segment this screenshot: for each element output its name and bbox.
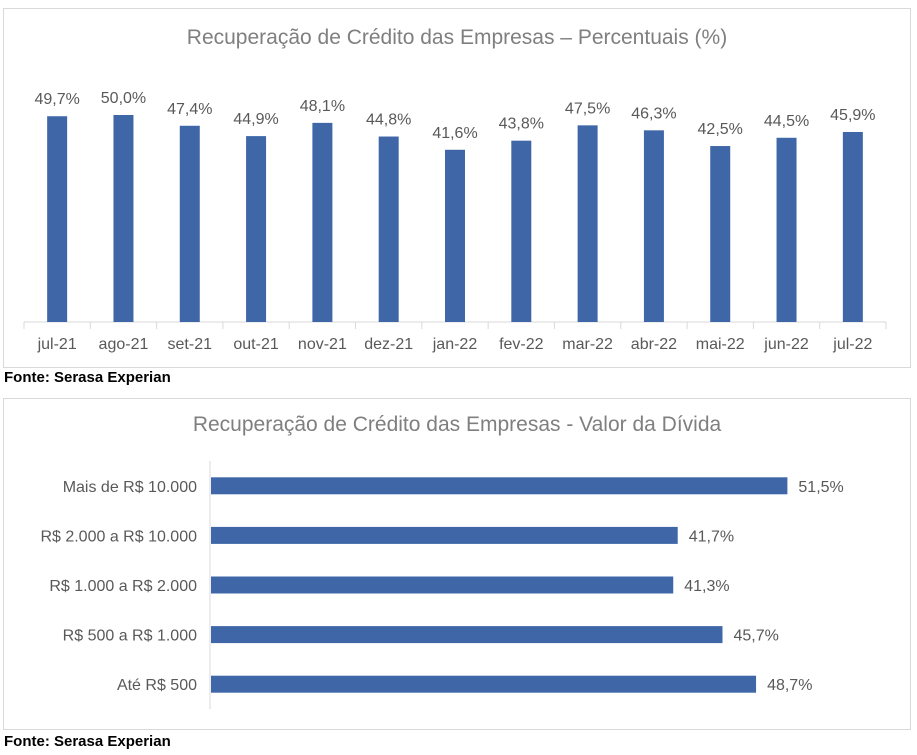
chart-title: Recuperação de Crédito das Empresas - Va… <box>192 413 722 436</box>
data-label: 45,7% <box>733 628 778 645</box>
bar <box>246 136 267 322</box>
x-tick-label: nov-21 <box>298 336 347 353</box>
horizontal-bar-chart-panel: Recuperação de Crédito das Empresas - Va… <box>3 398 911 730</box>
data-label: 44,5% <box>764 113 809 130</box>
x-tick-label: set-21 <box>168 336 213 353</box>
vertical-bar-chart-panel: Recuperação de Crédito das Empresas – Pe… <box>3 8 911 368</box>
chart-title: Recuperação de Crédito das Empresas – Pe… <box>186 26 728 49</box>
y-tick-label: Mais de R$ 10.000 <box>63 479 197 496</box>
x-tick-label: ago-21 <box>99 336 149 353</box>
bar <box>211 477 788 495</box>
bar <box>211 626 723 644</box>
data-label: 41,6% <box>432 125 477 142</box>
bar <box>577 125 598 322</box>
bar <box>776 137 797 322</box>
data-label: 46,3% <box>631 105 676 122</box>
x-tick-label: dez-21 <box>364 336 413 353</box>
data-label: 47,5% <box>565 100 610 117</box>
bar <box>445 149 465 322</box>
bar <box>211 576 674 594</box>
bar <box>211 526 678 544</box>
percent-bar-chart: 49,7% jul-21 50,0% ago-21 47,4% set-21 44,9% ou… <box>23 90 887 353</box>
data-label: 48,1% <box>300 98 345 115</box>
bar <box>211 675 757 693</box>
data-label: 45,9% <box>830 107 875 124</box>
bar <box>312 122 333 322</box>
data-label: 44,8% <box>366 112 411 129</box>
data-label: 50,0% <box>101 90 146 107</box>
data-label: 41,3% <box>684 578 729 595</box>
data-label: 49,7% <box>34 91 79 108</box>
bar <box>113 115 134 322</box>
data-label: 42,5% <box>698 121 743 138</box>
bar <box>378 136 399 322</box>
data-label: 47,4% <box>167 101 212 118</box>
source-note: Fonte: Serasa Experian <box>4 369 171 386</box>
x-tick-label: mar-22 <box>562 336 613 353</box>
x-tick-label: out-21 <box>233 336 278 353</box>
bar <box>710 146 731 322</box>
y-tick-label: R$ 2.000 a R$ 10.000 <box>40 528 197 545</box>
y-tick-label: Até R$ 500 <box>117 677 197 694</box>
data-label: 43,8% <box>499 116 544 133</box>
bar <box>511 140 532 322</box>
data-label: 51,5% <box>798 479 843 496</box>
data-label: 41,7% <box>689 528 734 545</box>
source-note: Fonte: Serasa Experian <box>4 733 171 750</box>
y-tick-label: R$ 500 a R$ 1.000 <box>63 628 197 645</box>
x-tick-label: fev-22 <box>499 336 544 353</box>
x-tick-label: jul-21 <box>37 336 77 353</box>
x-tick-label: mai-22 <box>696 336 745 353</box>
bar <box>179 125 200 322</box>
x-tick-label: jun-22 <box>763 336 809 353</box>
x-tick-label: jul-22 <box>832 336 872 353</box>
data-label: 48,7% <box>767 677 812 694</box>
x-tick-label: jan-22 <box>432 336 478 353</box>
bar <box>47 116 68 322</box>
bar <box>643 130 664 322</box>
debt-value-bar-chart: 51,5% Mais de R$ 10.000 41,7% R$ 2.000 a R$… <box>40 461 844 709</box>
data-label: 44,9% <box>233 111 278 128</box>
bar <box>842 131 863 322</box>
y-tick-label: R$ 1.000 a R$ 2.000 <box>49 578 197 595</box>
x-tick-label: abr-22 <box>631 336 677 353</box>
